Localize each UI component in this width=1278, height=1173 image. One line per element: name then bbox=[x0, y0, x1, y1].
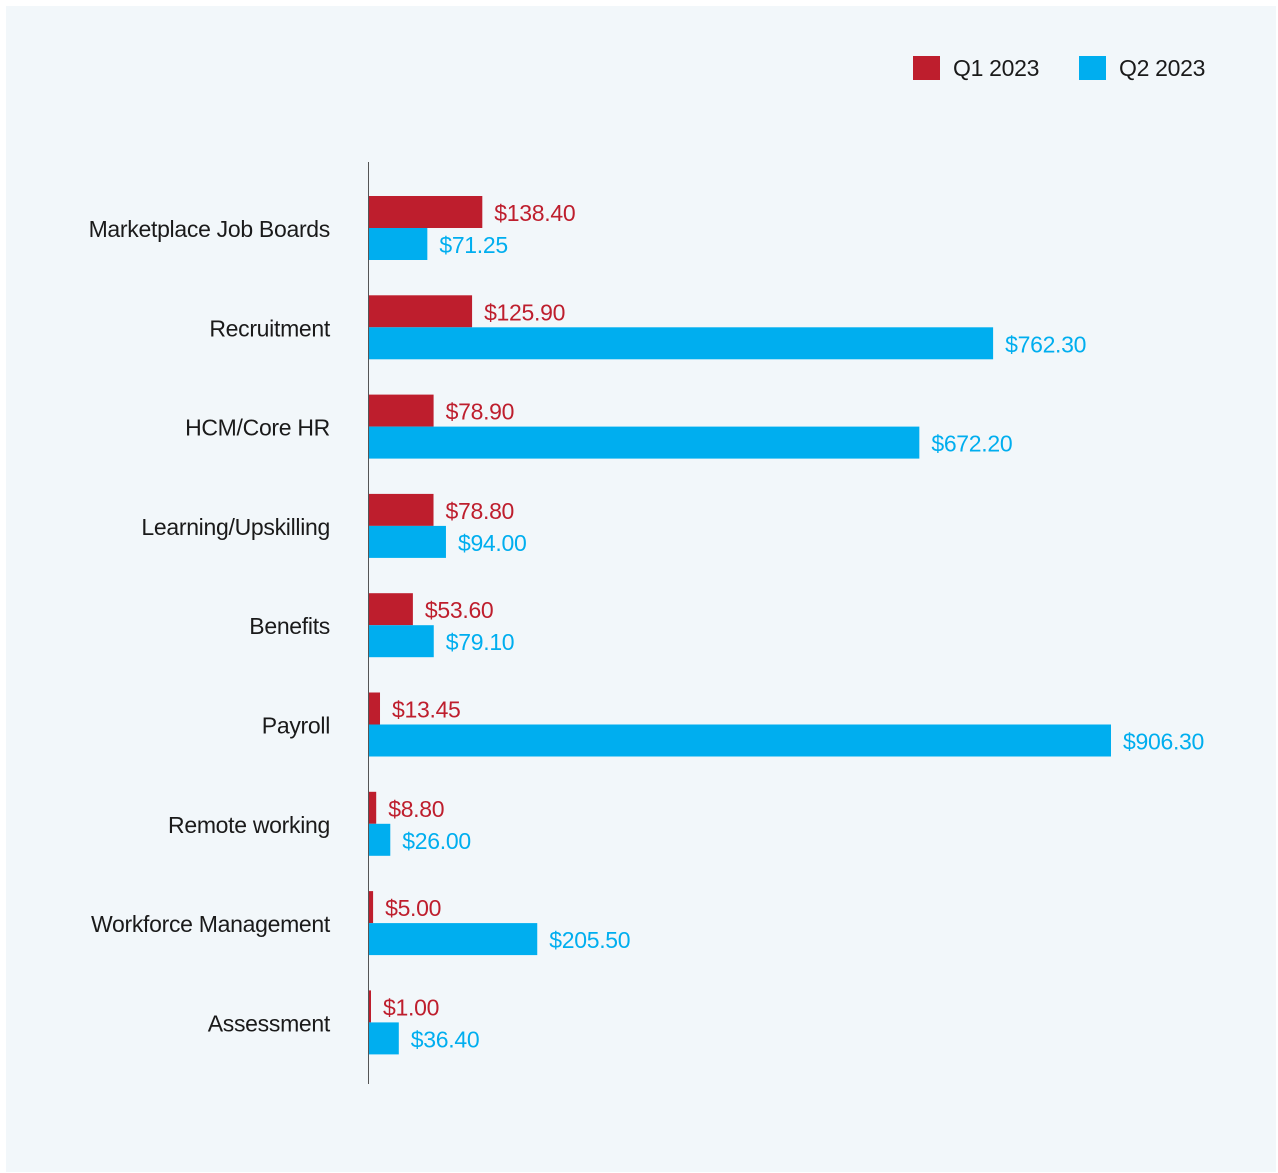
category-label: HCM/Core HR bbox=[185, 415, 330, 441]
bar-q1-2023 bbox=[369, 692, 381, 725]
bar-q2-2023 bbox=[369, 823, 391, 856]
bar-q1-2023 bbox=[369, 593, 413, 626]
bar-q2-2023 bbox=[369, 525, 446, 558]
legend-swatch-q1-2023 bbox=[913, 56, 940, 80]
chart-legend: Q1 2023 Q2 2023 bbox=[913, 55, 1205, 81]
value-label-q1-2023: $138.40 bbox=[494, 200, 575, 226]
bar-q2-2023 bbox=[369, 923, 538, 956]
category-labels: Marketplace Job Boards Recruitment HCM/Cor… bbox=[89, 216, 332, 1036]
bar-q2-2023 bbox=[369, 327, 994, 360]
value-label-q1-2023: $13.45 bbox=[392, 697, 461, 723]
category-label: Recruitment bbox=[209, 315, 331, 341]
legend-label-q1-2023: Q1 2023 bbox=[953, 55, 1039, 81]
value-label-q2-2023: $672.20 bbox=[931, 431, 1012, 457]
bars bbox=[369, 196, 1111, 1055]
value-label-q2-2023: $79.10 bbox=[446, 629, 515, 655]
category-label: Payroll bbox=[262, 713, 330, 739]
value-label-q1-2023: $78.80 bbox=[446, 498, 515, 524]
bar-q2-2023 bbox=[369, 724, 1111, 757]
value-label-q2-2023: $71.25 bbox=[439, 232, 508, 258]
value-label-q2-2023: $94.00 bbox=[458, 530, 527, 556]
bar-q1-2023 bbox=[369, 295, 473, 328]
bar-q1-2023 bbox=[369, 493, 434, 526]
value-label-q2-2023: $36.40 bbox=[411, 1026, 480, 1052]
bar-q2-2023 bbox=[369, 228, 428, 260]
category-label: Learning/Upskilling bbox=[141, 514, 330, 540]
bar-q1-2023 bbox=[369, 791, 377, 824]
category-label: Remote working bbox=[168, 812, 330, 838]
value-label-q2-2023: $26.00 bbox=[402, 828, 471, 854]
value-label-q1-2023: $53.60 bbox=[425, 597, 494, 623]
value-labels: $138.40 $125.90 $78.90 $78.80 $53.60 $13.45 $8… bbox=[383, 200, 1204, 1052]
category-label: Benefits bbox=[249, 613, 330, 639]
bar-q1-2023 bbox=[369, 891, 374, 924]
bar-q2-2023 bbox=[369, 426, 920, 459]
bar-q2-2023 bbox=[369, 625, 434, 658]
value-label-q1-2023: $78.90 bbox=[446, 399, 515, 425]
chart-panel bbox=[6, 6, 1276, 1172]
category-label: Workforce Management bbox=[91, 911, 331, 937]
value-label-q2-2023: $906.30 bbox=[1123, 729, 1204, 755]
value-label-q1-2023: $5.00 bbox=[385, 895, 441, 921]
value-label-q1-2023: $1.00 bbox=[383, 994, 439, 1020]
value-label-q2-2023: $762.30 bbox=[1005, 331, 1086, 357]
bar-q1-2023 bbox=[369, 990, 371, 1023]
bar-q1-2023 bbox=[369, 394, 434, 427]
value-label-q2-2023: $205.50 bbox=[549, 927, 630, 953]
bar-q2-2023 bbox=[369, 1022, 399, 1055]
legend-label-q2-2023: Q2 2023 bbox=[1119, 55, 1205, 81]
value-label-q1-2023: $125.90 bbox=[484, 299, 565, 325]
legend-swatch-q2-2023 bbox=[1079, 56, 1106, 80]
value-label-q1-2023: $8.80 bbox=[388, 796, 444, 822]
category-label: Assessment bbox=[208, 1010, 331, 1036]
bar-q1-2023 bbox=[369, 196, 483, 228]
category-label: Marketplace Job Boards bbox=[89, 216, 330, 242]
